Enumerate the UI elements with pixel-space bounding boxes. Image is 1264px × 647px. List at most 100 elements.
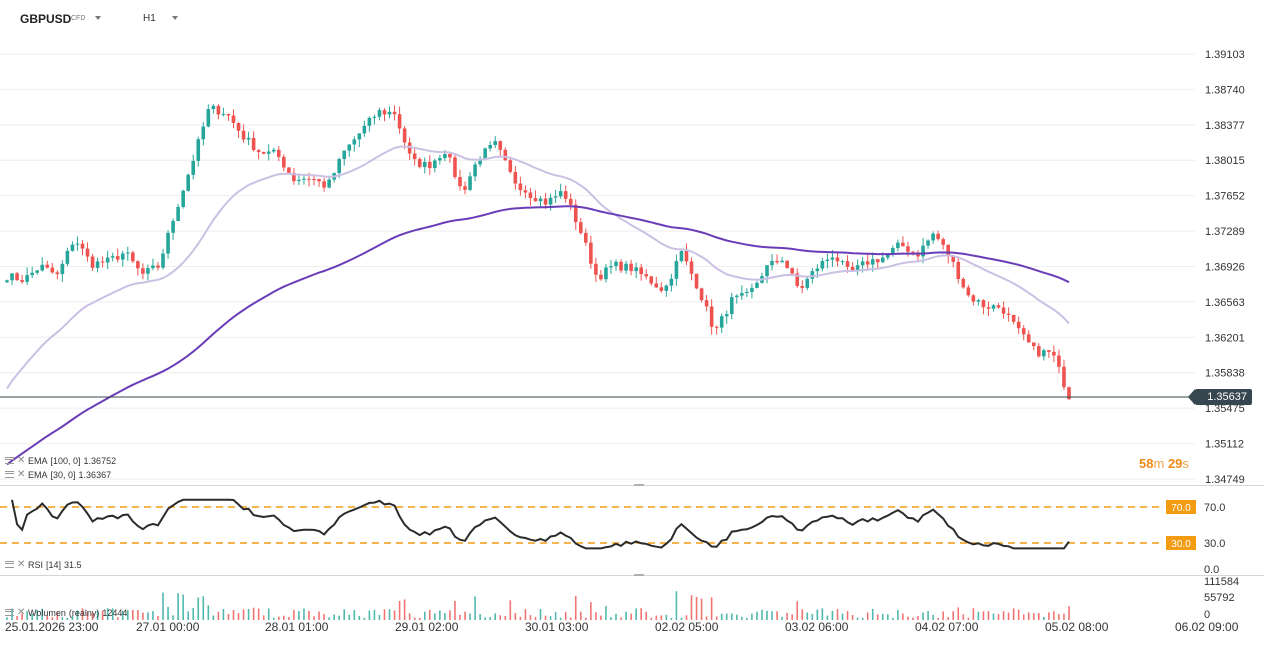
close-icon[interactable]: ✕ — [17, 607, 26, 618]
timeframe-dropdown-icon[interactable] — [172, 16, 178, 20]
candle-body — [815, 268, 820, 272]
volume-bar — [393, 610, 396, 620]
volume-bar — [1017, 609, 1020, 620]
chart-toolbar: GBPUSD CFD H1 — [0, 0, 1264, 36]
volume-bar — [469, 613, 471, 620]
candle-body — [750, 287, 754, 292]
ema100-legend-label: EMA — [28, 455, 48, 466]
rsi-legend-params: [14] — [46, 559, 62, 570]
rsi-axis-label: 70.0 — [1204, 502, 1225, 514]
volume-bar — [257, 608, 260, 620]
candle-body — [765, 265, 769, 277]
candle-body — [745, 291, 749, 294]
candle-body — [337, 159, 341, 174]
volume-bar — [26, 611, 28, 620]
volume-bar — [569, 617, 572, 620]
volume-bar — [272, 617, 275, 620]
volume-bar — [363, 617, 366, 620]
volume-bar — [308, 610, 310, 620]
symbol-name[interactable]: GBPUSD — [20, 12, 72, 26]
candle-body — [206, 109, 211, 127]
volume-legend[interactable]: ✕ Wolumen (realny) 12444 — [5, 607, 127, 618]
candle-body — [976, 300, 981, 302]
volume-bar — [831, 610, 834, 620]
close-icon[interactable]: ✕ — [17, 559, 26, 570]
candle-body — [201, 126, 206, 140]
volume-bar — [247, 608, 250, 620]
volume-bar — [333, 614, 335, 620]
candle-body — [664, 285, 669, 291]
candle-body — [473, 164, 477, 177]
indicator-axes: 70.0 30.0 0.0 111584 55792 0 — [1204, 502, 1239, 621]
volume-bar — [600, 615, 602, 620]
menu-icon[interactable] — [5, 457, 14, 464]
candle-body — [176, 206, 180, 221]
panel-resize-handle[interactable] — [634, 574, 644, 576]
volume-bar — [383, 609, 386, 620]
volume-bar — [86, 612, 89, 620]
candle-body — [850, 266, 855, 271]
candle-body — [548, 197, 553, 205]
volume-bar — [856, 617, 859, 620]
ema100-legend-params: [100, 0] — [50, 455, 81, 466]
volume-bar — [222, 608, 225, 620]
volume-bar — [101, 610, 104, 620]
candle-body — [921, 245, 925, 257]
volume-axis-label: 111584 — [1204, 576, 1239, 588]
close-icon[interactable]: ✕ — [17, 455, 26, 466]
candle-body — [372, 116, 377, 118]
candle-body — [15, 273, 19, 281]
volume-bar — [197, 597, 200, 620]
volume-bar — [1048, 612, 1050, 620]
volume-bar — [605, 606, 607, 620]
volume-bar — [655, 615, 658, 620]
menu-icon[interactable] — [5, 609, 14, 616]
timeframe-selector[interactable]: H1 — [143, 13, 156, 24]
candle-body — [709, 306, 714, 327]
candle-body — [986, 307, 991, 309]
volume-bar — [147, 612, 149, 620]
volume-axis-label: 0 — [1204, 609, 1210, 621]
volume-legend-label: Wolumen — [28, 607, 66, 618]
volume-bar — [534, 616, 537, 620]
ema100-legend[interactable]: ✕ EMA [100, 0] 1.36752 — [5, 455, 116, 466]
candle-body — [528, 192, 533, 199]
volume-bar — [977, 611, 980, 620]
close-icon[interactable]: ✕ — [17, 469, 26, 480]
candle-body — [639, 267, 643, 275]
rsi-legend-label: RSI — [28, 559, 44, 570]
candle-body — [115, 256, 120, 260]
volume-bar — [695, 596, 698, 620]
volume-bar — [227, 613, 230, 620]
candle-body — [307, 178, 311, 180]
candle-body — [433, 160, 437, 169]
volume-bar — [388, 609, 391, 620]
menu-icon[interactable] — [5, 471, 14, 478]
candle-body — [1057, 355, 1061, 367]
menu-icon[interactable] — [5, 561, 14, 568]
candle-body — [10, 273, 14, 281]
ema30-legend[interactable]: ✕ EMA [30, 0] 1.36367 — [5, 469, 111, 480]
rsi-legend[interactable]: ✕ RSI [14] 31.5 — [5, 559, 82, 570]
candle-body — [216, 105, 221, 115]
candle-body — [891, 247, 895, 254]
volume-bar — [434, 613, 436, 620]
volume-bar — [736, 614, 738, 620]
symbol-dropdown-icon[interactable] — [95, 16, 101, 20]
volume-bar — [902, 613, 904, 620]
volume-bar — [6, 617, 8, 620]
candle-body — [901, 242, 905, 247]
candle-body — [136, 261, 140, 269]
volume-bar — [871, 608, 874, 620]
volume-bars — [6, 591, 1070, 620]
volume-bar — [207, 605, 210, 620]
candle-body — [312, 178, 316, 180]
candle-body — [417, 159, 422, 167]
panel-resize-handle[interactable] — [634, 484, 644, 486]
volume-bar — [499, 615, 502, 620]
candle-body — [689, 261, 694, 274]
candle-body — [936, 233, 940, 240]
rsi-lower-badge-label: 30.0 — [1171, 539, 1191, 550]
volume-bar — [293, 609, 295, 620]
